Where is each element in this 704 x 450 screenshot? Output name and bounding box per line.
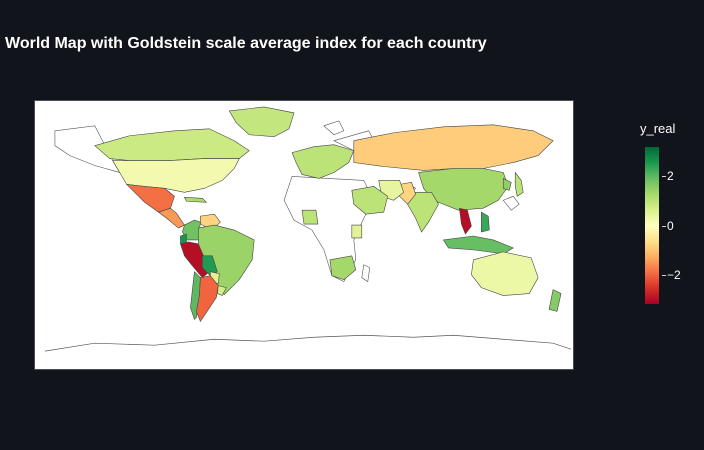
chart-title: World Map with Goldstein scale average i…: [5, 35, 487, 52]
map-plot-area[interactable]: [34, 100, 574, 370]
land-outline: [54, 125, 121, 173]
country-saudi-arabia[interactable]: [351, 186, 389, 215]
country-south-africa[interactable]: [329, 255, 357, 281]
country-western-europe[interactable]: [291, 144, 355, 179]
country-canada[interactable]: [94, 128, 250, 161]
country-greenland[interactable]: [228, 106, 295, 138]
colorbar-tick-mark: [662, 226, 666, 227]
country-argentina[interactable]: [196, 275, 219, 322]
colorbar-gradient: [645, 147, 659, 304]
country-korea[interactable]: [502, 177, 512, 191]
country-nigeria[interactable]: [301, 209, 319, 225]
land-outline: [361, 264, 371, 283]
country-cuba[interactable]: [183, 196, 208, 203]
colorbar-title: y_real: [640, 121, 676, 136]
country-australia[interactable]: [471, 251, 539, 296]
land-outline: [323, 120, 345, 136]
country-japan[interactable]: [514, 171, 524, 197]
country-kenya[interactable]: [351, 224, 363, 239]
land-outline: [502, 195, 520, 211]
country-india[interactable]: [407, 192, 439, 233]
country-russia[interactable]: [353, 124, 554, 171]
country-indonesia[interactable]: [442, 235, 514, 255]
antarctica-outline: [44, 334, 572, 352]
world-map[interactable]: [35, 101, 573, 369]
colorbar-tick-label: −2: [667, 268, 681, 282]
country-new-zealand[interactable]: [548, 289, 562, 312]
country-vietnam[interactable]: [459, 207, 472, 235]
colorbar-tick-mark: [662, 176, 666, 177]
colorbar-tick-mark: [662, 275, 666, 276]
country-central-america[interactable]: [157, 207, 185, 229]
colorbar-tick-label: 0: [667, 219, 674, 233]
colorbar-tick-label: 2: [667, 169, 674, 183]
country-uruguay[interactable]: [216, 285, 227, 296]
country-philippines[interactable]: [481, 211, 490, 233]
